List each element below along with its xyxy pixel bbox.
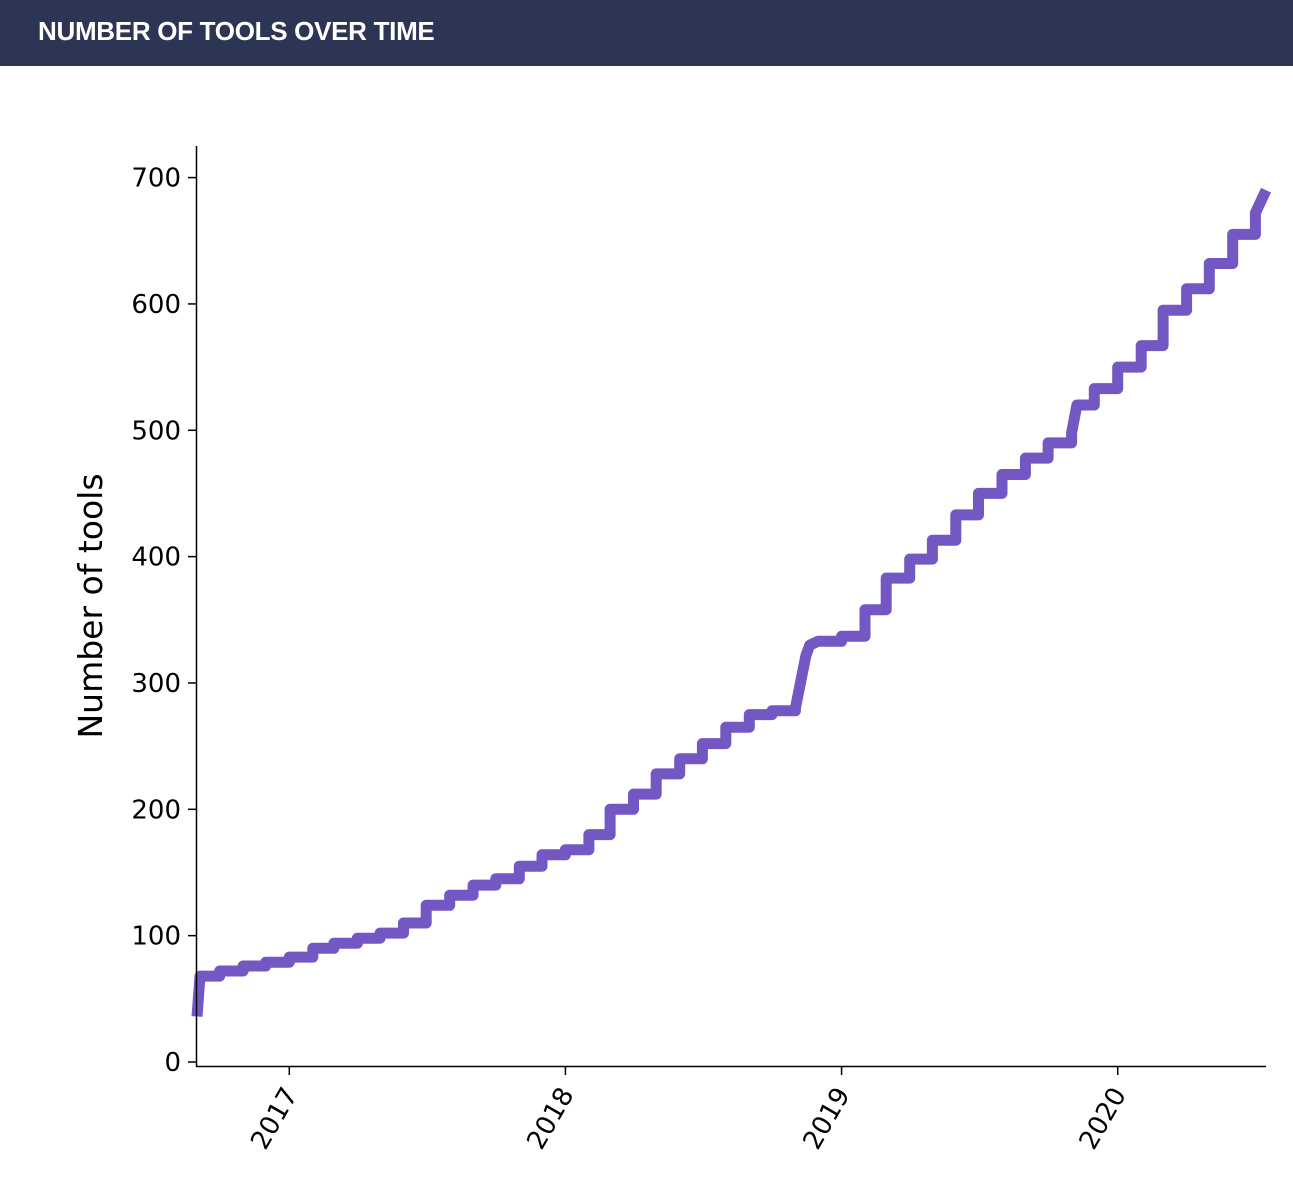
y-tick-label: 0	[164, 1048, 181, 1078]
plot-area	[191, 187, 1271, 1017]
x-tick-label: 2018	[521, 1083, 580, 1155]
header-bar: NUMBER OF TOOLS OVER TIME	[0, 0, 1293, 66]
y-axis-ticks: 0 100 200 300 400 500 600 700	[131, 164, 197, 1078]
x-tick-label: 2019	[798, 1083, 857, 1155]
y-axis-title: Number of tools	[71, 473, 110, 738]
series-line	[191, 187, 1271, 1017]
page-title: NUMBER OF TOOLS OVER TIME	[38, 16, 435, 46]
y-tick-label: 300	[131, 669, 181, 699]
x-axis-ticks: 2017 2018 2019 2020	[245, 1066, 1133, 1155]
x-tick-label: 2017	[245, 1083, 304, 1155]
y-tick-label: 600	[131, 290, 181, 320]
x-tick-label: 2020	[1074, 1083, 1133, 1155]
y-tick-label: 500	[131, 416, 181, 446]
y-tick-label: 100	[131, 922, 181, 952]
y-tick-label: 400	[131, 543, 181, 573]
y-tick-label: 200	[131, 795, 181, 825]
y-tick-label: 700	[131, 164, 181, 194]
